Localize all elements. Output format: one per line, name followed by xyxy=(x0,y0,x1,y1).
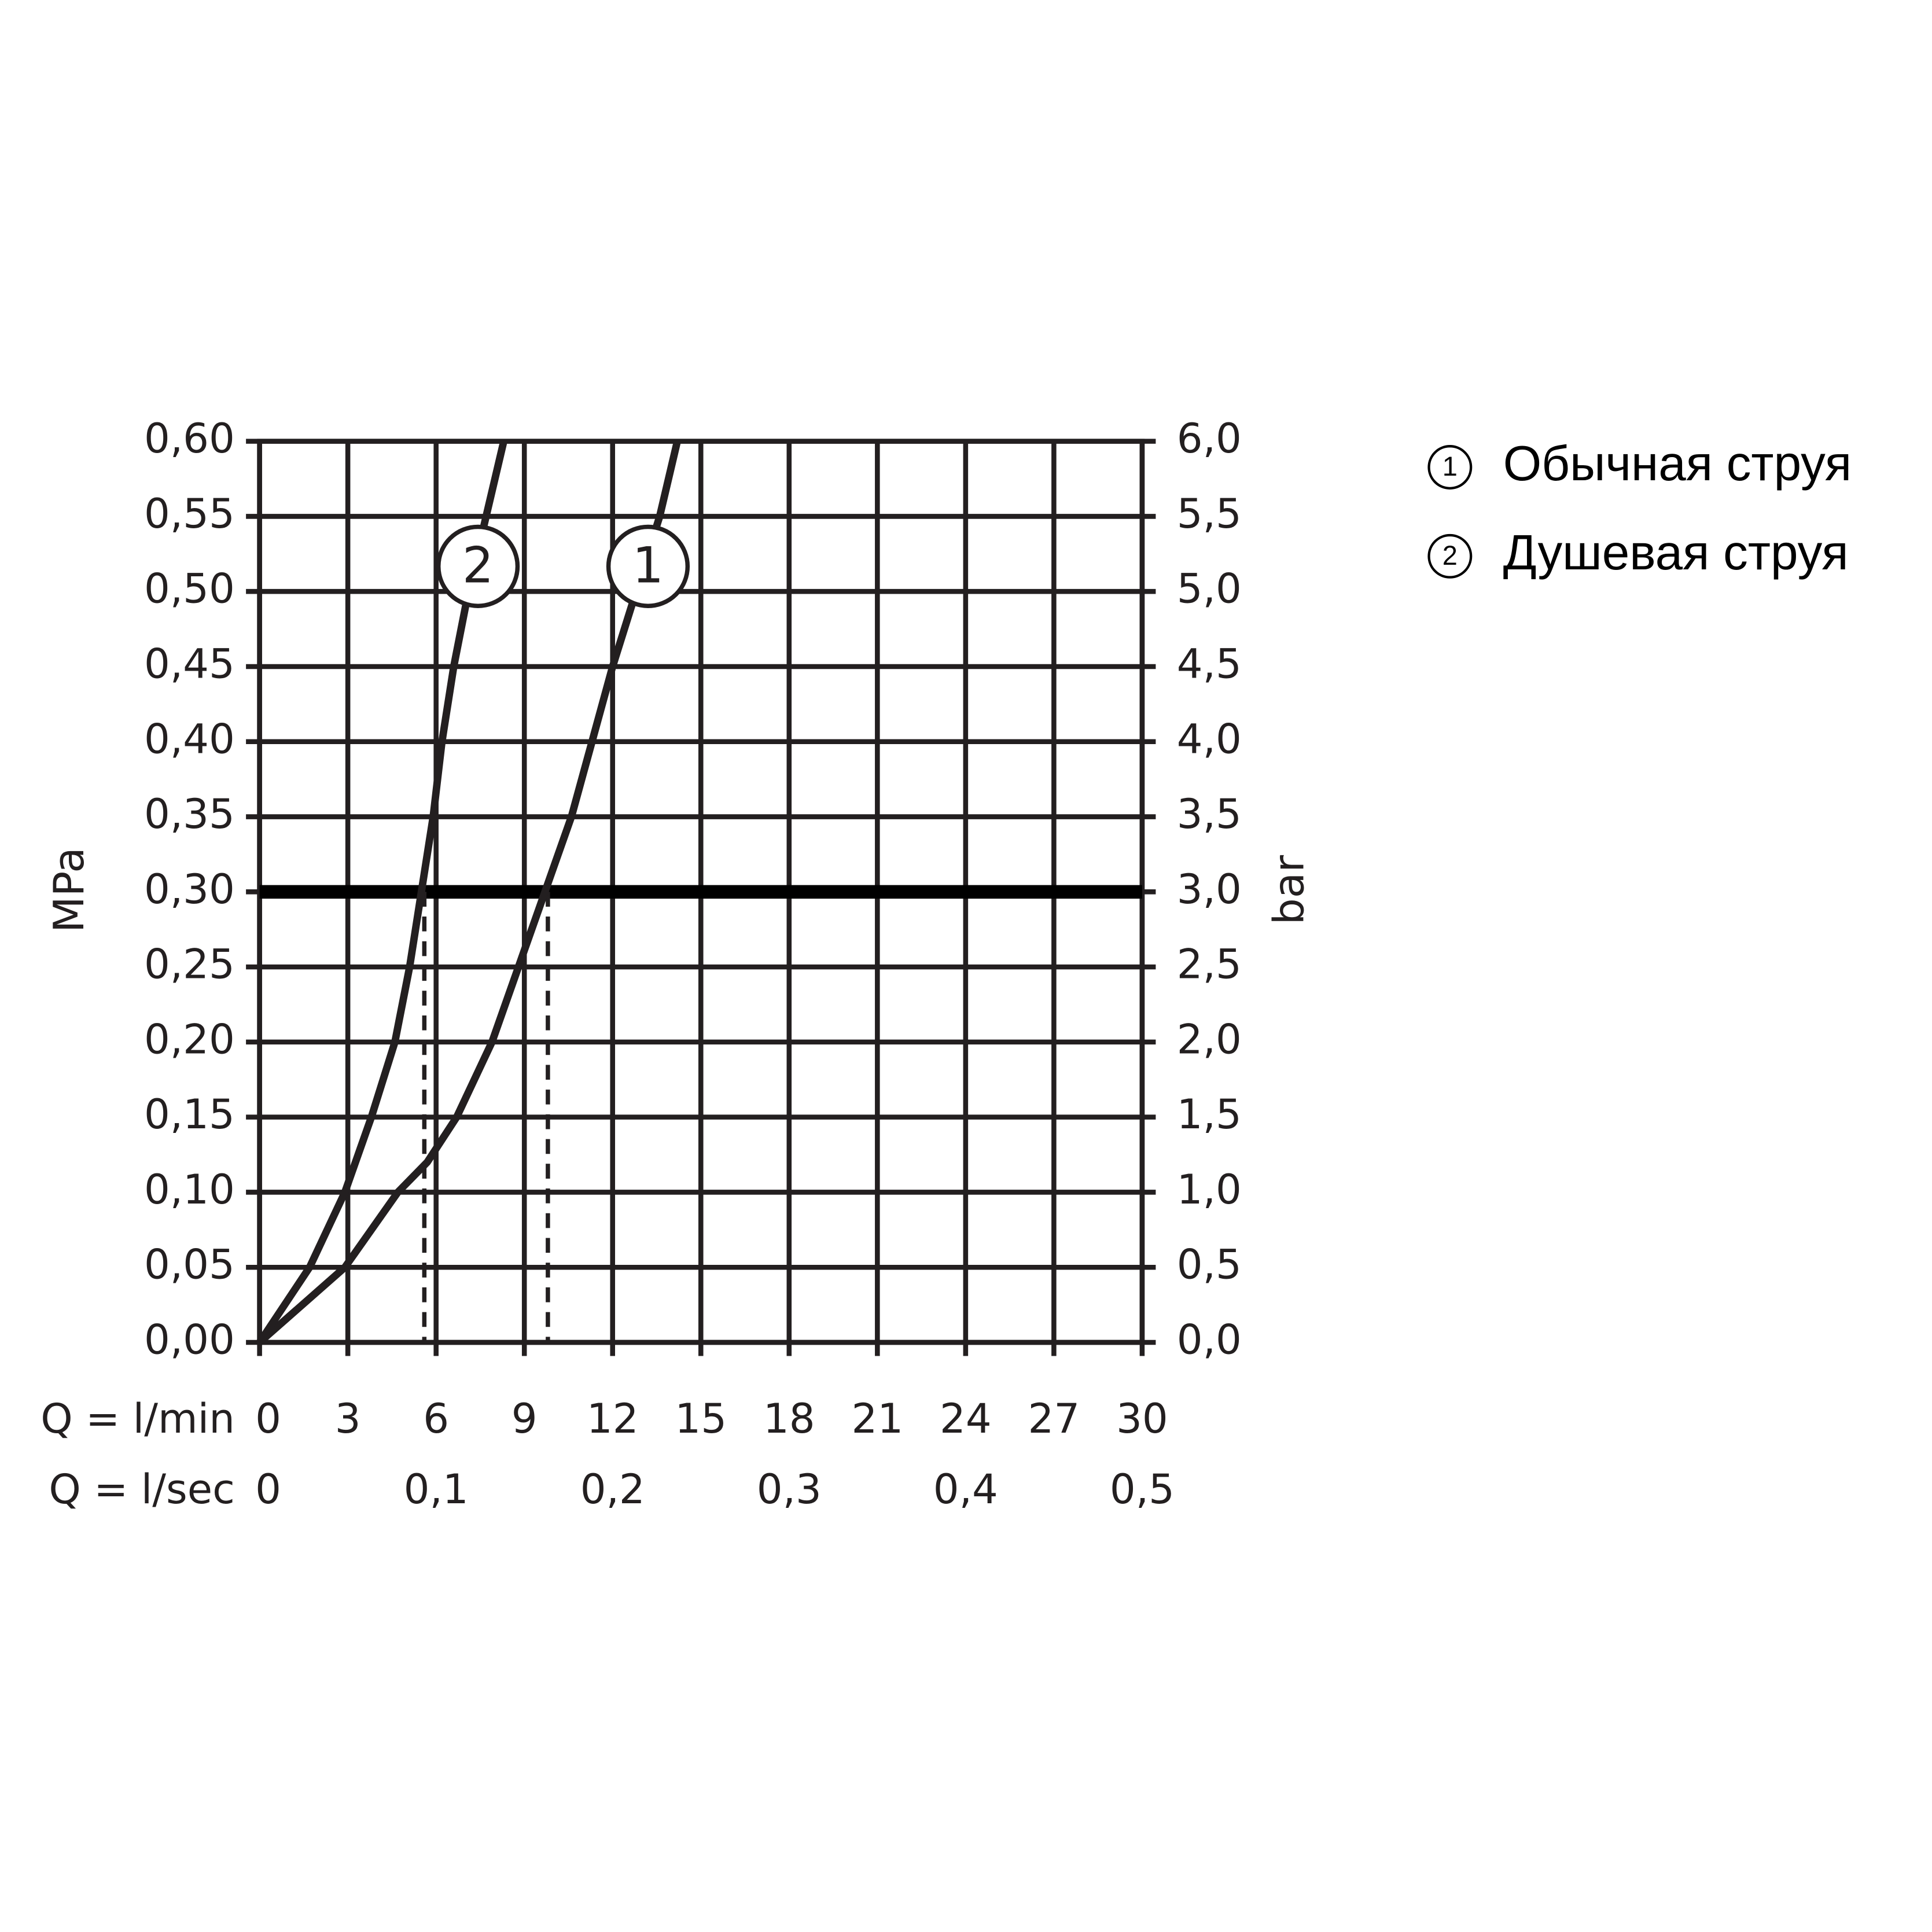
x-tick-label: 9 xyxy=(511,1395,538,1442)
legend-marker xyxy=(1427,445,1473,490)
legend-label: Обычная струя xyxy=(1503,436,1852,491)
y2-tick-label: 5,5 xyxy=(1177,490,1242,538)
curve-marker xyxy=(436,524,520,608)
curve-marker-label: 2 xyxy=(462,538,494,595)
y-tick-label: 0,45 xyxy=(144,641,235,688)
x-tick-label: 6 xyxy=(423,1395,449,1442)
y2-tick-label: 3,0 xyxy=(1177,866,1242,913)
x2-tick-label: 0,1 xyxy=(404,1466,469,1513)
y2-tick-label: 6,0 xyxy=(1177,415,1242,462)
x-tick-label: 24 xyxy=(940,1395,992,1442)
y-tick-label: 0,25 xyxy=(144,941,235,988)
y-tick-label: 0,35 xyxy=(144,790,235,838)
y2-tick-label: 2,5 xyxy=(1177,941,1242,988)
y2-tick-label: 2,0 xyxy=(1177,1015,1242,1063)
y-tick-label: 0,30 xyxy=(144,866,235,913)
x2-tick-label: 0,2 xyxy=(580,1466,645,1513)
curve-marker xyxy=(606,524,690,608)
y2-tick-label: 5,0 xyxy=(1177,565,1242,613)
x2-tick-label: 0 xyxy=(255,1466,281,1513)
y2-tick-label: 1,5 xyxy=(1177,1091,1242,1138)
y-axis-label: MPa xyxy=(45,847,94,933)
y2-tick-label: 3,5 xyxy=(1177,790,1242,838)
y2-tick-label: 4,0 xyxy=(1177,715,1242,763)
x2-tick-label: 0,4 xyxy=(933,1466,998,1513)
x2-tick-label: 0,5 xyxy=(1110,1466,1175,1513)
x-tick-label: 21 xyxy=(851,1395,903,1442)
legend-marker-label: 1 xyxy=(1442,451,1458,481)
y-tick-label: 0,20 xyxy=(144,1015,235,1063)
x-tick-label: 30 xyxy=(1116,1395,1168,1442)
y2-axis-label: bar xyxy=(1265,855,1313,925)
y-tick-label: 0,55 xyxy=(144,490,235,538)
y-tick-label: 0,00 xyxy=(144,1316,235,1364)
y2-tick-label: 1,0 xyxy=(1177,1166,1242,1213)
curve-marker-label: 1 xyxy=(632,538,664,595)
legend-marker xyxy=(1427,533,1473,579)
y-tick-label: 0,10 xyxy=(144,1166,235,1213)
x-tick-label: 27 xyxy=(1028,1395,1080,1442)
y-tick-label: 0,60 xyxy=(144,415,235,462)
x2-tick-label: 0,3 xyxy=(757,1466,822,1513)
y-tick-label: 0,40 xyxy=(144,715,235,763)
legend-label: Душевая струя xyxy=(1503,525,1849,580)
y2-tick-label: 0,5 xyxy=(1177,1241,1242,1289)
x-axis-label: Q = l/min xyxy=(41,1395,235,1442)
y-tick-label: 0,15 xyxy=(144,1091,235,1138)
y-tick-label: 0,05 xyxy=(144,1241,235,1289)
x-tick-label: 3 xyxy=(335,1395,361,1442)
y-tick-label: 0,50 xyxy=(144,565,235,613)
y2-tick-label: 4,5 xyxy=(1177,641,1242,688)
x-tick-label: 18 xyxy=(763,1395,815,1442)
x-tick-label: 12 xyxy=(587,1395,639,1442)
x2-axis-label: Q = l/sec xyxy=(49,1466,235,1513)
x-tick-label: 0 xyxy=(255,1395,281,1442)
x-tick-label: 15 xyxy=(675,1395,727,1442)
legend-marker-label: 2 xyxy=(1442,540,1458,571)
y2-tick-label: 0,0 xyxy=(1177,1316,1242,1364)
